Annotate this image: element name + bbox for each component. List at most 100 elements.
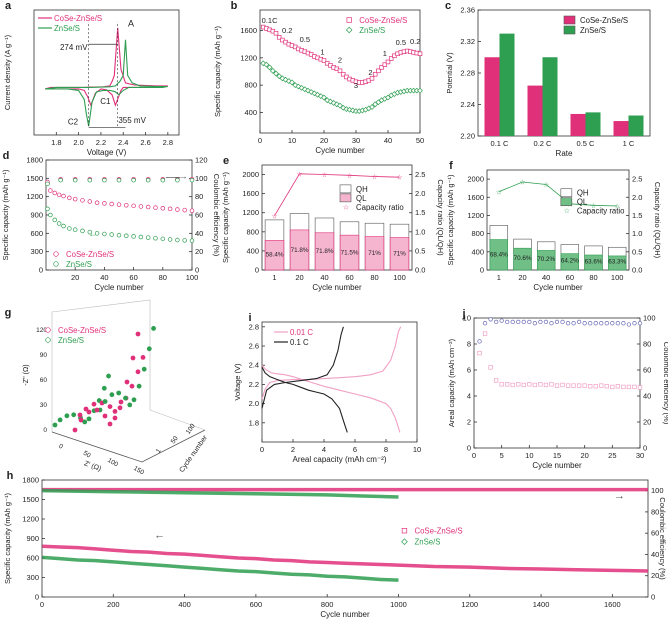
legend-swatch (563, 25, 576, 35)
y-axis-label: Specific capacity (mAh g⁻¹) (3, 492, 12, 584)
annotation-A: A (128, 18, 134, 28)
x-tick-label: 10 (413, 445, 421, 454)
rate-label: 2 (368, 68, 372, 77)
x-tick-label: 20 (71, 273, 79, 282)
voltage-curve (261, 326, 402, 399)
areal-point (488, 365, 493, 370)
y2-axis-label: Coulombic efficiency (%) (212, 174, 221, 257)
areal-point (510, 319, 515, 325)
legend-swatch (339, 184, 352, 194)
cycle-point (131, 177, 136, 183)
x-tick-label: 1400 (533, 600, 550, 609)
cycle-point (116, 202, 122, 207)
percent-label: 71.8% (291, 247, 309, 254)
areal-point (554, 319, 560, 325)
x-tick-label: 80 (159, 273, 167, 282)
x-tick-label: 1 (497, 273, 501, 282)
bar-QL (289, 229, 310, 271)
cycle-point (94, 200, 100, 206)
eis-point (78, 417, 84, 423)
areal-point (516, 319, 521, 325)
cycle-point (102, 201, 107, 206)
bar-QL (513, 247, 532, 271)
areal-point (621, 384, 626, 390)
y-tick-label: 400 (246, 246, 259, 255)
eis-point (94, 407, 100, 413)
rate-label: 0.5 (300, 35, 310, 44)
bar-QL (264, 240, 285, 271)
legend-label: CoSe-ZnSe/S (359, 16, 407, 25)
y-tick-label: 0 (255, 266, 259, 275)
panel-label: c (445, 0, 451, 12)
areal-point (482, 331, 488, 336)
x-tick-label: 8 (384, 445, 388, 454)
rate-point (273, 30, 279, 36)
cycle-point (153, 235, 158, 241)
y-tick-label: 2.8 (249, 322, 259, 331)
panel-d: d Cycle number Specific capacity (mAh g⁻¹)… (1, 150, 221, 292)
annotation-355mV: 355 mV (118, 116, 146, 125)
eis-point (131, 397, 137, 403)
cycle-point (102, 177, 107, 183)
areal-point (543, 382, 549, 388)
legend-label: 0.1 C (290, 338, 309, 347)
eis-point (91, 401, 97, 407)
legend-label: CoSe-ZnSe/S (580, 16, 628, 25)
x-tick-label: 1200 (461, 600, 478, 609)
x-tick-label: 2.8 (163, 138, 173, 147)
y2-tick-label: 0.0 (632, 266, 642, 275)
x-tick-label: 0 (40, 600, 44, 609)
x-tick-label: 60 (566, 273, 574, 282)
long-cycle-band (42, 555, 399, 582)
y-tick-label: 1200 (242, 208, 259, 217)
y-tick-label: 10 (463, 314, 471, 323)
areal-point (582, 383, 587, 388)
areal-point (543, 319, 549, 325)
areal-point (488, 317, 493, 322)
areal-point (482, 321, 488, 326)
areal-point (554, 383, 560, 388)
bar-pink (527, 85, 543, 136)
ratio-point: ☆ (321, 171, 327, 179)
y-tick-label: 0 (480, 266, 484, 275)
cycle-point (189, 238, 195, 243)
legend-label: ZnSe/S (359, 26, 385, 35)
y-tick-label: 0 (35, 593, 39, 602)
x-tick-label: 1 C (623, 139, 635, 148)
ratio-point: ☆ (590, 202, 596, 210)
axis-floor-back (149, 409, 206, 431)
percent-label: 71% (368, 250, 381, 257)
ratio-point: ☆ (519, 179, 525, 187)
ratio-point: ☆ (271, 212, 277, 220)
y-axis-label: Current density (A g⁻¹) (3, 34, 12, 110)
eis-point (77, 412, 83, 418)
panel-f: f Cycle number Specific capacity (mAh g⁻¹)… (446, 160, 662, 292)
percent-label: 63.3% (608, 259, 626, 266)
areal-point (588, 321, 593, 326)
legend-label: Capacity ratio (577, 207, 625, 216)
rate-point (379, 65, 384, 70)
percent-label: 71.5% (341, 249, 359, 256)
legend-label: CoSe-ZnSe/S (58, 326, 106, 335)
bar-pink (613, 121, 629, 136)
eis-point (118, 399, 124, 405)
x-tick-label: 100 (393, 273, 406, 282)
rate-point (385, 59, 391, 65)
legend-label: CoSe-ZnSe/S (414, 527, 462, 536)
eis-point (135, 331, 141, 337)
eis-point (102, 399, 108, 404)
bar-green (628, 115, 644, 136)
y-axis-label: Specific capacity (mAh g⁻¹) (221, 171, 230, 263)
ratio-point: ☆ (614, 203, 620, 211)
eis-point (107, 421, 113, 427)
y-tick-label: 1600 (467, 193, 484, 202)
percent-label: 71% (393, 250, 406, 257)
voltage-curve (261, 364, 401, 433)
cycle-point (56, 192, 62, 198)
z-tick-label: 120 (36, 327, 47, 334)
x-tick-label: 20 (320, 136, 328, 145)
y-tick-label: 8 (467, 340, 471, 349)
legend-label: QH (356, 185, 368, 194)
ratio-line (274, 173, 400, 217)
bar-pink (484, 57, 500, 136)
